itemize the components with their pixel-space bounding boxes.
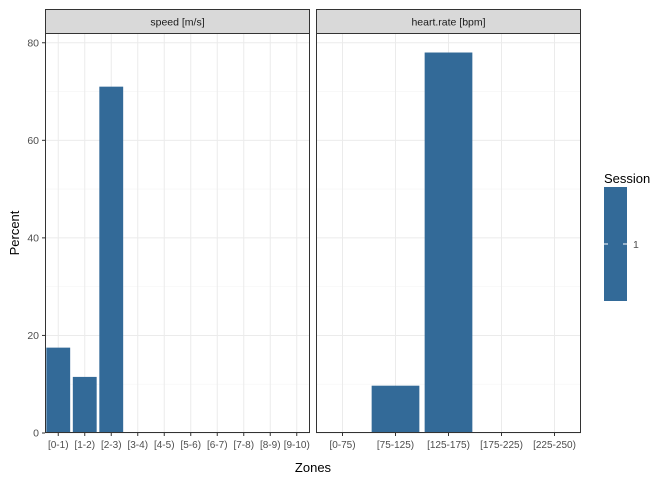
x-tick-label: [175-225) [480,440,523,451]
x-tick-label: [125-175) [427,440,470,451]
y-tick-label: 20 [27,330,39,342]
y-tick-label: 0 [33,428,39,440]
x-tick-label: [4-5) [154,440,175,451]
legend-title: Session [604,171,650,186]
x-tick-label: [1-2) [74,440,95,451]
x-tick-label: [3-4) [127,440,148,451]
x-tick-label: [6-7) [207,440,228,451]
x-tick-label: [8-9) [260,440,281,451]
x-axis-title: Zones [295,460,332,475]
x-tick-label: [0-75) [329,440,355,451]
y-tick-label: 40 [27,232,39,244]
panel-background [45,33,310,433]
facet-strip-label: heart.rate [bpm] [411,17,485,29]
y-axis-title: Percent [7,210,22,255]
x-tick-label: [7-8) [233,440,254,451]
x-tick-label: [225-250) [533,440,576,451]
bar [46,347,71,433]
x-tick-label: [5-6) [180,440,201,451]
y-tick-label: 80 [27,37,39,49]
bar [72,376,97,433]
facet-strip [45,9,310,34]
legend-entry-label: 1 [633,239,639,251]
legend-colorbar [604,187,627,301]
facet-strip-label: speed [m/s] [150,17,204,29]
x-tick-label: [9-10) [284,440,310,451]
bar [371,385,420,433]
bar [424,52,473,433]
x-tick-label: [0-1) [48,440,69,451]
facet-strip [316,9,581,34]
x-tick-label: [2-3) [101,440,122,451]
x-tick-label: [75-125) [377,440,414,451]
y-tick-label: 60 [27,135,39,147]
bar [99,86,124,433]
